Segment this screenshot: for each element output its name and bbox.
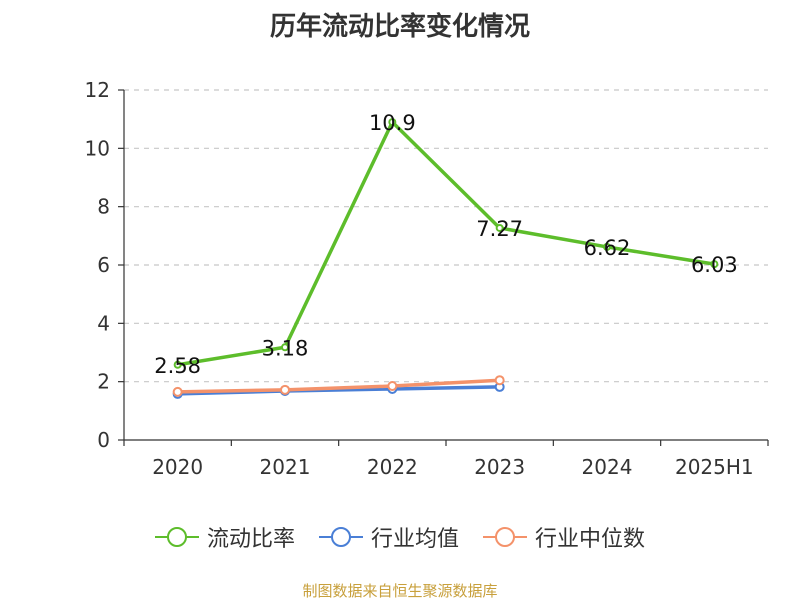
x-tick-label: 2025H1: [675, 455, 754, 479]
chart-title: 历年流动比率变化情况: [269, 12, 530, 42]
y-tick-label: 0: [97, 428, 110, 452]
legend-marker-industry-median: [483, 526, 527, 548]
series-line: [177, 120, 715, 367]
data-label: 6.62: [584, 236, 631, 260]
y-tick-label: 8: [97, 195, 110, 219]
data-label: 10.9: [369, 111, 416, 135]
y-tick-label: 10: [85, 136, 110, 160]
y-tick-label: 6: [97, 253, 110, 277]
x-tick-label: 2022: [367, 455, 418, 479]
y-tick-label: 12: [85, 78, 110, 102]
legend: 流动比率 行业均值 行业中位数: [0, 521, 800, 553]
legend-marker-industry-mean: [318, 526, 363, 548]
data-point: [710, 260, 719, 269]
data-source-note: 制图数据来自恒生聚源数据库: [302, 582, 498, 600]
legend-item-industry-median[interactable]: 行业中位数: [483, 521, 645, 553]
data-label: 2.58: [154, 354, 201, 378]
series-line: [177, 378, 500, 394]
data-point: [280, 384, 290, 395]
data-label: 6.03: [691, 253, 738, 277]
legend-label-industry-median: 行业中位数: [535, 527, 646, 552]
legend-label-current-ratio: 流动比率: [206, 527, 295, 552]
data-point: [388, 118, 397, 127]
data-point: [495, 223, 504, 232]
data-point: [387, 381, 398, 392]
data-point: [281, 343, 289, 352]
data-point: [494, 375, 505, 386]
x-tick-label: 2020: [152, 455, 203, 479]
legend-item-current-ratio[interactable]: 流动比率: [154, 521, 295, 553]
legend-marker-current-ratio: [154, 526, 199, 548]
legend-item-industry-mean[interactable]: 行业均值: [318, 521, 459, 553]
x-tick-label: 2023: [474, 455, 525, 479]
data-point: [173, 360, 182, 369]
data-point: [172, 386, 183, 397]
y-tick-label: 2: [97, 370, 110, 394]
x-tick-label: 2024: [582, 455, 633, 479]
data-label: 7.27: [476, 217, 523, 241]
legend-label-industry-mean: 行业均值: [370, 527, 459, 552]
x-tick-label: 2021: [260, 455, 311, 479]
data-label: 3.18: [262, 336, 309, 360]
y-tick-label: 4: [97, 311, 110, 335]
data-point: [603, 242, 611, 251]
